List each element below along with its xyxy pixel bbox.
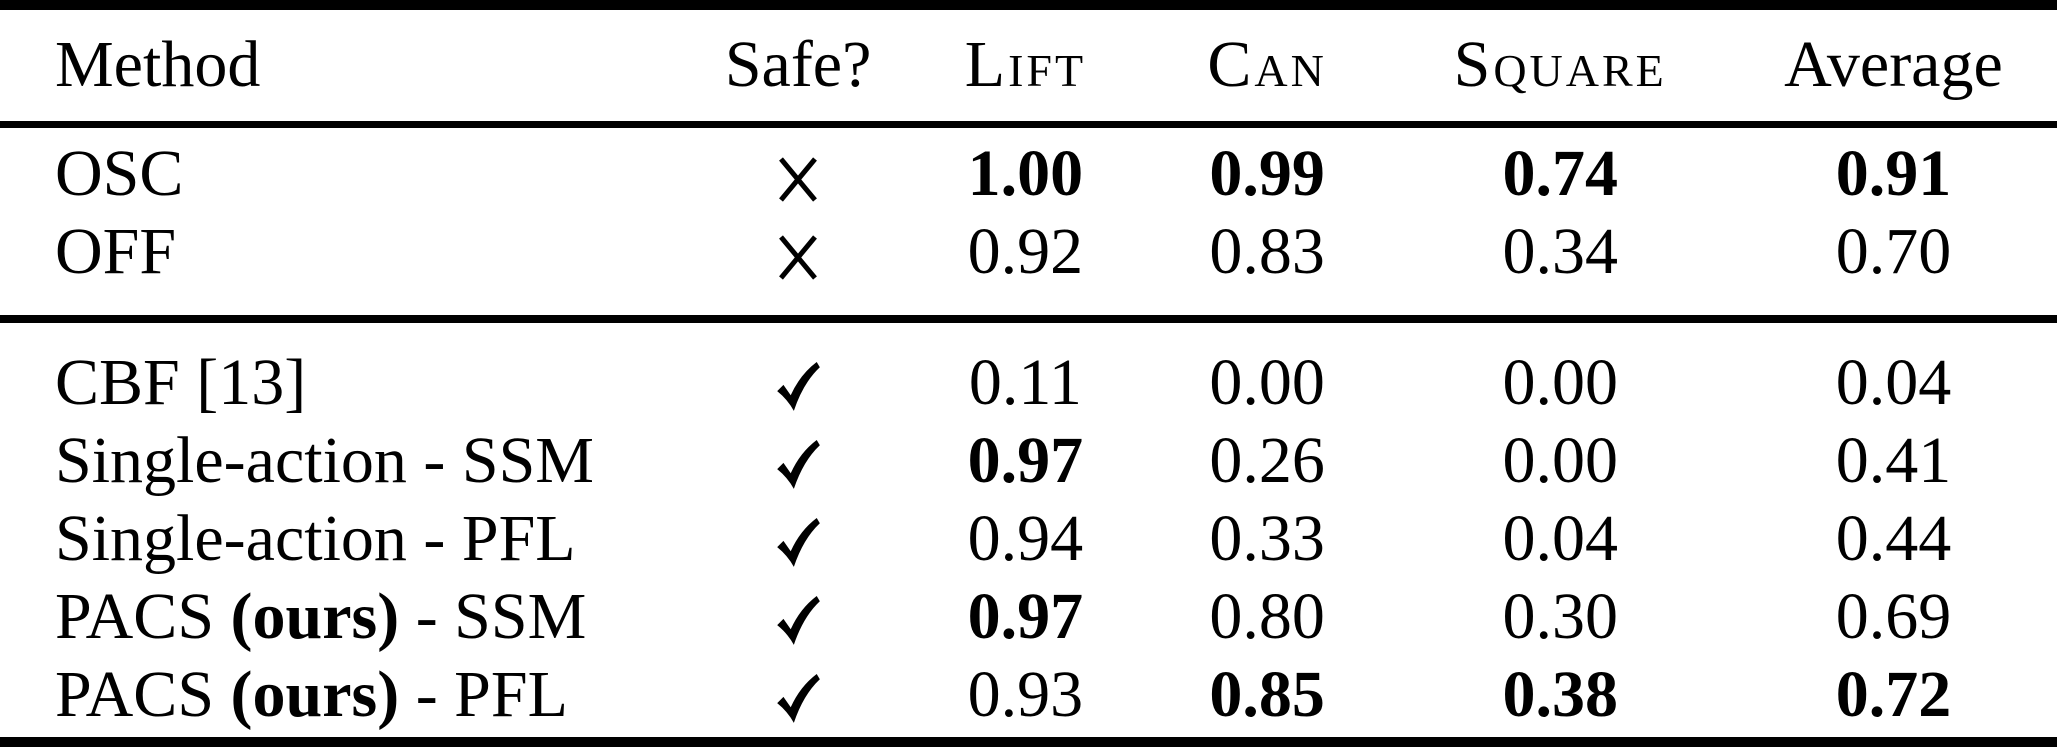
score-cell: 0.30	[1502, 579, 1618, 653]
method-cell: Single-action - PFL	[0, 500, 689, 578]
table-row: Single-action - PFL 0.94 0.33 0.04 0.44	[0, 500, 2057, 578]
safe-cell	[689, 124, 907, 213]
score-cell: 0.69	[1835, 579, 1952, 653]
check-icon	[774, 518, 822, 570]
score-cell: 0.11	[968, 345, 1082, 419]
method-text: (ours)	[230, 657, 400, 731]
column-header-square: Square	[1453, 28, 1667, 102]
table-row: PACS (ours) - PFL 0.93 0.85 0.38 0.72	[0, 656, 2057, 742]
score-cell: 0.26	[1209, 423, 1325, 497]
check-icon	[774, 674, 822, 726]
safe-cell	[689, 656, 907, 742]
score-cell: 0.34	[1502, 214, 1618, 288]
safe-cell	[689, 500, 907, 578]
table-group-unsafe-baselines: OSC 1.00 0.99 0.74 0.91 OFF 0.92 0.83 0.34 0.70	[0, 124, 2057, 319]
column-header-average: Average	[1784, 28, 2003, 102]
method-text: PACS	[55, 579, 231, 653]
table-row: OSC 1.00 0.99 0.74 0.91	[0, 124, 2057, 213]
score-cell: 0.74	[1502, 136, 1618, 210]
score-cell: 0.00	[1502, 345, 1618, 419]
method-cell: OFF	[0, 213, 689, 319]
table-row: PACS (ours) - SSM 0.97 0.80 0.30 0.69	[0, 578, 2057, 656]
method-text: Single-action - PFL	[55, 501, 576, 575]
column-header-can: Can	[1207, 28, 1327, 102]
score-cell: 0.97	[967, 579, 1084, 653]
column-header-method: Method	[55, 28, 261, 102]
cross-icon	[777, 156, 819, 203]
method-text: OSC	[55, 136, 184, 210]
check-icon	[774, 596, 822, 648]
score-cell: 0.41	[1835, 423, 1952, 497]
method-cell: Single-action - SSM	[0, 422, 689, 500]
score-cell: 0.85	[1209, 657, 1325, 731]
safe-cell	[689, 422, 907, 500]
check-icon	[774, 440, 822, 492]
score-cell: 0.83	[1209, 214, 1325, 288]
method-text: CBF [13]	[55, 345, 307, 419]
method-cell: OSC	[0, 124, 689, 213]
score-cell: 0.99	[1209, 136, 1325, 210]
score-cell: 0.92	[967, 214, 1084, 288]
score-cell: 0.97	[967, 423, 1084, 497]
safe-cell	[689, 213, 907, 319]
method-text: PACS	[55, 657, 231, 731]
method-text: - PFL	[399, 657, 568, 731]
score-cell: 0.00	[1209, 345, 1325, 419]
score-cell: 0.80	[1209, 579, 1325, 653]
safe-cell	[689, 319, 907, 422]
table-group-safe-methods: CBF [13] 0.11 0.00 0.00 0.04 Single-action - …	[0, 319, 2057, 742]
score-cell: 1.00	[967, 136, 1084, 210]
score-cell: 0.33	[1209, 501, 1325, 575]
cross-icon	[777, 234, 819, 281]
table-row: CBF [13] 0.11 0.00 0.00 0.04	[0, 319, 2057, 422]
method-cell: PACS (ours) - SSM	[0, 578, 689, 656]
score-cell: 0.00	[1502, 423, 1618, 497]
score-cell: 0.91	[1835, 136, 1952, 210]
method-text: OFF	[55, 214, 177, 288]
score-cell: 0.94	[967, 501, 1084, 575]
table-row: Single-action - SSM 0.97 0.26 0.00 0.41	[0, 422, 2057, 500]
score-cell: 0.38	[1502, 657, 1618, 731]
method-text: (ours)	[230, 579, 400, 653]
method-text: Single-action - SSM	[55, 423, 594, 497]
method-cell: PACS (ours) - PFL	[0, 656, 689, 742]
check-icon	[774, 362, 822, 414]
score-cell: 0.93	[967, 657, 1084, 731]
score-cell: 0.70	[1835, 214, 1952, 288]
score-cell: 0.72	[1835, 657, 1952, 731]
method-text: - SSM	[399, 579, 587, 653]
table-header: Method Safe? Lift Can Square Average	[0, 5, 2057, 124]
score-cell: 0.04	[1502, 501, 1618, 575]
method-cell: CBF [13]	[0, 319, 689, 422]
score-cell: 0.04	[1835, 345, 1952, 419]
table-row: OFF 0.92 0.83 0.34 0.70	[0, 213, 2057, 319]
column-header-safe: Safe?	[724, 28, 872, 102]
column-header-lift: Lift	[964, 28, 1087, 102]
safe-cell	[689, 578, 907, 656]
score-cell: 0.44	[1835, 501, 1952, 575]
header-row: Method Safe? Lift Can Square Average	[0, 5, 2057, 124]
